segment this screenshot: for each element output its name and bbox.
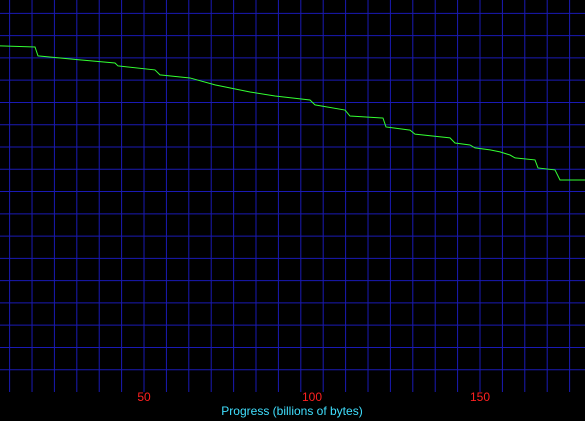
x-tick-label: 100	[302, 390, 322, 404]
data-line	[0, 45, 585, 181]
x-axis-label: Progress (billions of bytes)	[221, 404, 362, 418]
x-tick-label: 150	[470, 390, 490, 404]
x-tick-label: 50	[137, 390, 151, 404]
